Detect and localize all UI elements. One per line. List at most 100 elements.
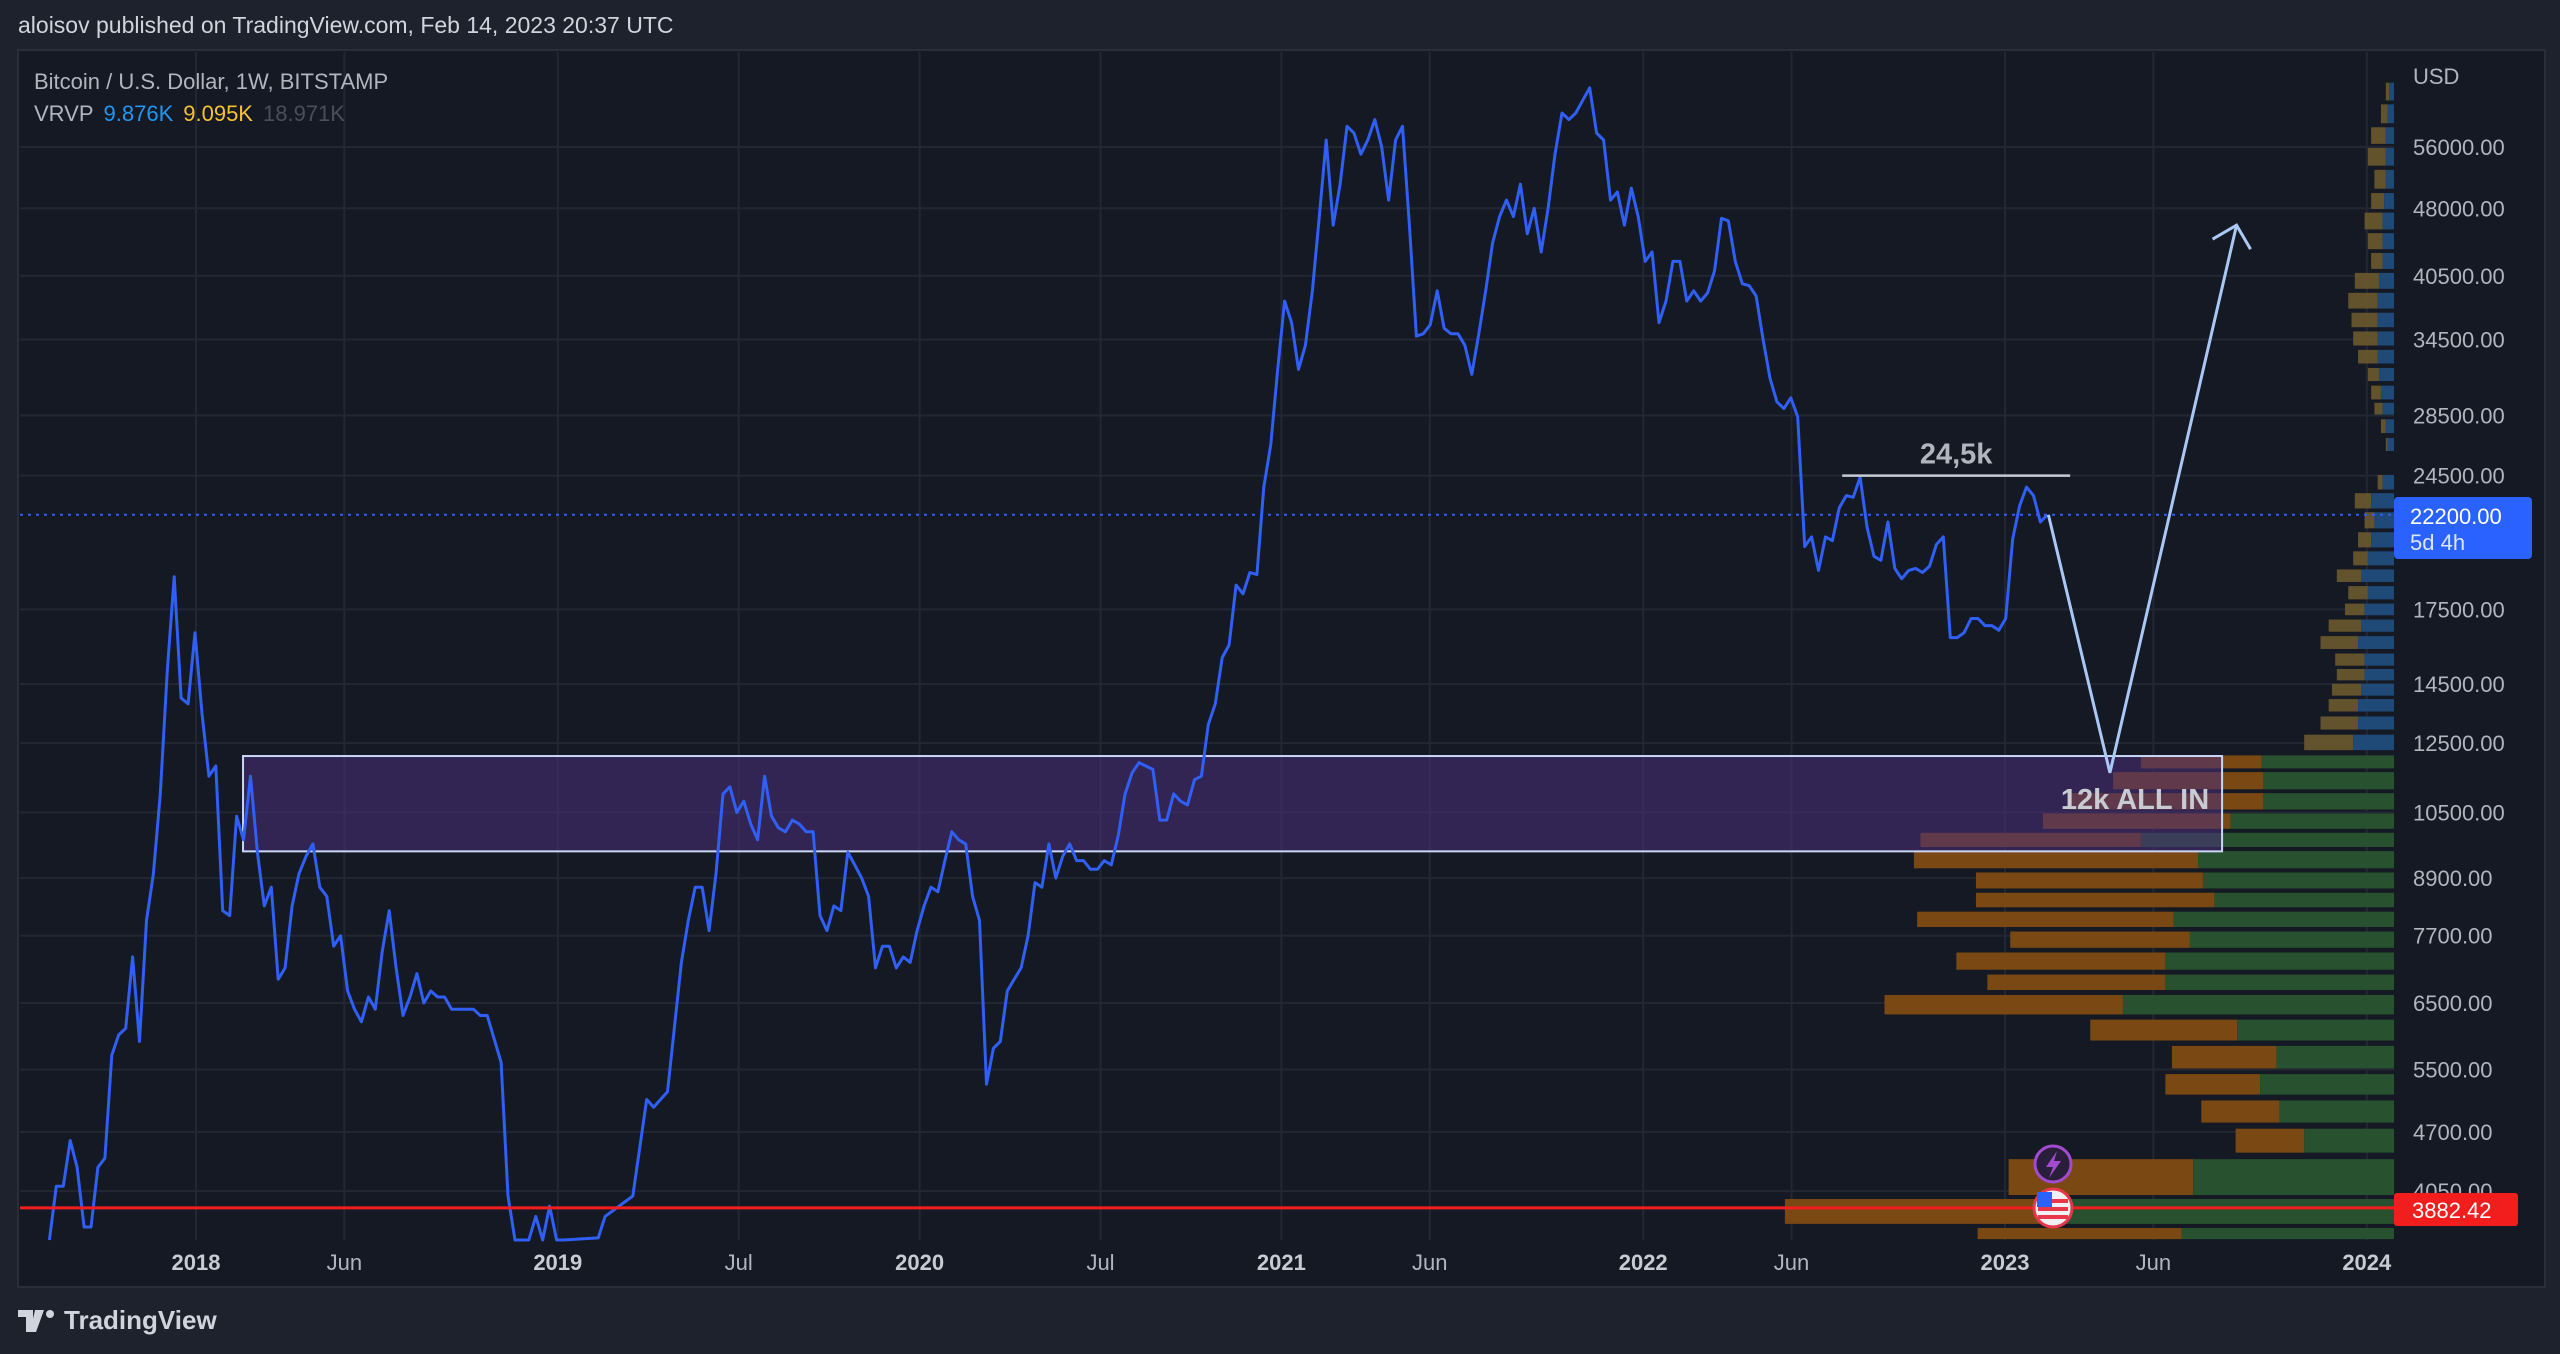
volume-bar-up: [2367, 148, 2386, 166]
volume-bar-up: [2171, 1045, 2277, 1069]
publish-info: aloisov published on TradingView.com, Fe…: [18, 12, 674, 38]
volume-bar-down: [2181, 1228, 2394, 1240]
price-tick-label: 48000.00: [2413, 196, 2505, 221]
volume-bar-down: [2385, 419, 2394, 434]
volume-bar-down: [2358, 716, 2394, 730]
volume-bar-up: [2348, 586, 2368, 600]
volume-bar-down: [2353, 734, 2394, 751]
time-tick-label: Jun: [1412, 1250, 1447, 1275]
volume-bar-down: [2193, 1159, 2394, 1196]
volume-bar-up: [1784, 1199, 2043, 1224]
projection-path[interactable]: [2046, 224, 2239, 774]
price-axis: 56000.00 48000.00 40500.00 34500.00 28500.00…: [2413, 135, 2505, 1204]
volume-bar-down: [2377, 292, 2394, 309]
price-tick-label: 14500.00: [2413, 672, 2505, 697]
volume-bar-up: [2385, 437, 2388, 451]
zone-rectangle: [242, 755, 2224, 853]
volume-bar-down: [2358, 699, 2394, 712]
time-tick-label: Jun: [2136, 1250, 2171, 1275]
volume-bar-down: [2374, 512, 2394, 529]
projection-arrowhead: [2211, 223, 2252, 250]
volume-bar-up: [2320, 716, 2359, 730]
volume-bar-down: [2367, 551, 2394, 566]
volume-bar-down: [2364, 653, 2394, 666]
currency-label: USD: [2413, 64, 2459, 89]
volume-bar-up: [2090, 1019, 2238, 1041]
bar-countdown: 5d 4h: [2410, 530, 2465, 555]
volume-bar-down: [2377, 349, 2394, 364]
volume-bar-up: [2371, 253, 2383, 269]
volume-bar-down: [2189, 931, 2394, 948]
price-tick-label: 6500.00: [2413, 991, 2493, 1016]
total-volume: 18.971K: [262, 101, 345, 126]
symbol-title[interactable]: Bitcoin / U.S. Dollar, 1W, BITSTAMP: [34, 69, 389, 94]
volume-bar-down: [2361, 619, 2394, 632]
volume-bar-down: [2263, 793, 2394, 810]
last-price-value: 22200.00: [2410, 504, 2502, 529]
gridlines: [20, 52, 2394, 1240]
horizontal-line-badge: 3882.42: [2394, 1193, 2518, 1226]
horizontal-line-value: 3882.42: [2412, 1198, 2492, 1223]
volume-bar-up: [2353, 551, 2368, 566]
volume-bar-down: [2165, 952, 2394, 970]
volume-bar-up: [2328, 619, 2362, 632]
volume-bar-up: [2010, 931, 2190, 948]
volume-bar-down: [2382, 212, 2394, 230]
time-tick-label: Jun: [1774, 1250, 1809, 1275]
volume-bar-up: [2371, 193, 2385, 209]
price-tick-label: 12500.00: [2413, 731, 2505, 756]
volume-bar-up: [1884, 994, 2123, 1015]
volume-bar-down: [2382, 474, 2394, 490]
volume-bar-up: [2335, 653, 2365, 666]
volume-bar-up: [2385, 82, 2390, 101]
time-tick-label: Jun: [327, 1250, 362, 1275]
volume-bar-down: [2382, 233, 2394, 250]
price-tick-label: 40500.00: [2413, 264, 2505, 289]
time-tick-label: 2024: [2342, 1250, 2392, 1275]
price-tick-label: 56000.00: [2413, 135, 2505, 160]
volume-bar-up: [2345, 603, 2365, 616]
volume-bar-down: [2042, 1199, 2394, 1224]
us-flag-event-icon[interactable]: [2032, 1187, 2074, 1229]
last-price-badge: 22200.00 5d 4h: [2394, 497, 2532, 559]
volume-bar-down: [2387, 104, 2394, 124]
time-tick-label: Jul: [1086, 1250, 1114, 1275]
volume-bar-up: [1956, 952, 2166, 970]
down-volume: 9.095K: [183, 101, 253, 126]
volume-bar-down: [2276, 1045, 2394, 1069]
volume-bar-up: [2380, 419, 2386, 434]
volume-bar-up: [2367, 233, 2383, 250]
resistance-label: 24,5k: [1920, 439, 1993, 471]
volume-bar-up: [1917, 911, 2174, 928]
volume-bar-down: [2379, 367, 2394, 382]
volume-bar-up: [2235, 1128, 2305, 1153]
volume-bar-down: [2230, 813, 2394, 829]
volume-bar-down: [2364, 668, 2394, 681]
volume-bar-up: [2320, 636, 2359, 649]
volume-bar-up: [2353, 331, 2378, 346]
indicator-name[interactable]: VRVP: [34, 101, 94, 126]
volume-bar-up: [2354, 493, 2372, 509]
volume-bar-down: [2361, 569, 2394, 582]
time-tick-label: 2023: [1981, 1250, 2030, 1275]
volume-bar-up: [2371, 385, 2381, 400]
volume-bar-down: [2382, 253, 2394, 269]
volume-bar-up: [2304, 734, 2354, 751]
volume-bar-up: [2374, 402, 2383, 415]
volume-bar-up: [2364, 212, 2383, 230]
price-tick-label: 5500.00: [2413, 1057, 2493, 1082]
volume-bar-down: [2367, 586, 2394, 600]
price-tick-label: 34500.00: [2413, 328, 2505, 353]
volume-bar-down: [2361, 683, 2394, 696]
price-tick-label: 28500.00: [2413, 403, 2505, 428]
volume-bar-down: [2371, 493, 2394, 509]
volume-bar-down: [2382, 402, 2394, 415]
lightning-event-icon[interactable]: [2033, 1144, 2073, 1184]
volume-profile: [1784, 82, 2394, 1240]
volume-bar-down: [2389, 82, 2394, 101]
volume-bar-down: [2261, 755, 2394, 769]
volume-bar-down: [2122, 994, 2394, 1015]
tradingview-logo[interactable]: TradingView: [18, 1305, 217, 1336]
price-tick-label: 24500.00: [2413, 464, 2505, 489]
